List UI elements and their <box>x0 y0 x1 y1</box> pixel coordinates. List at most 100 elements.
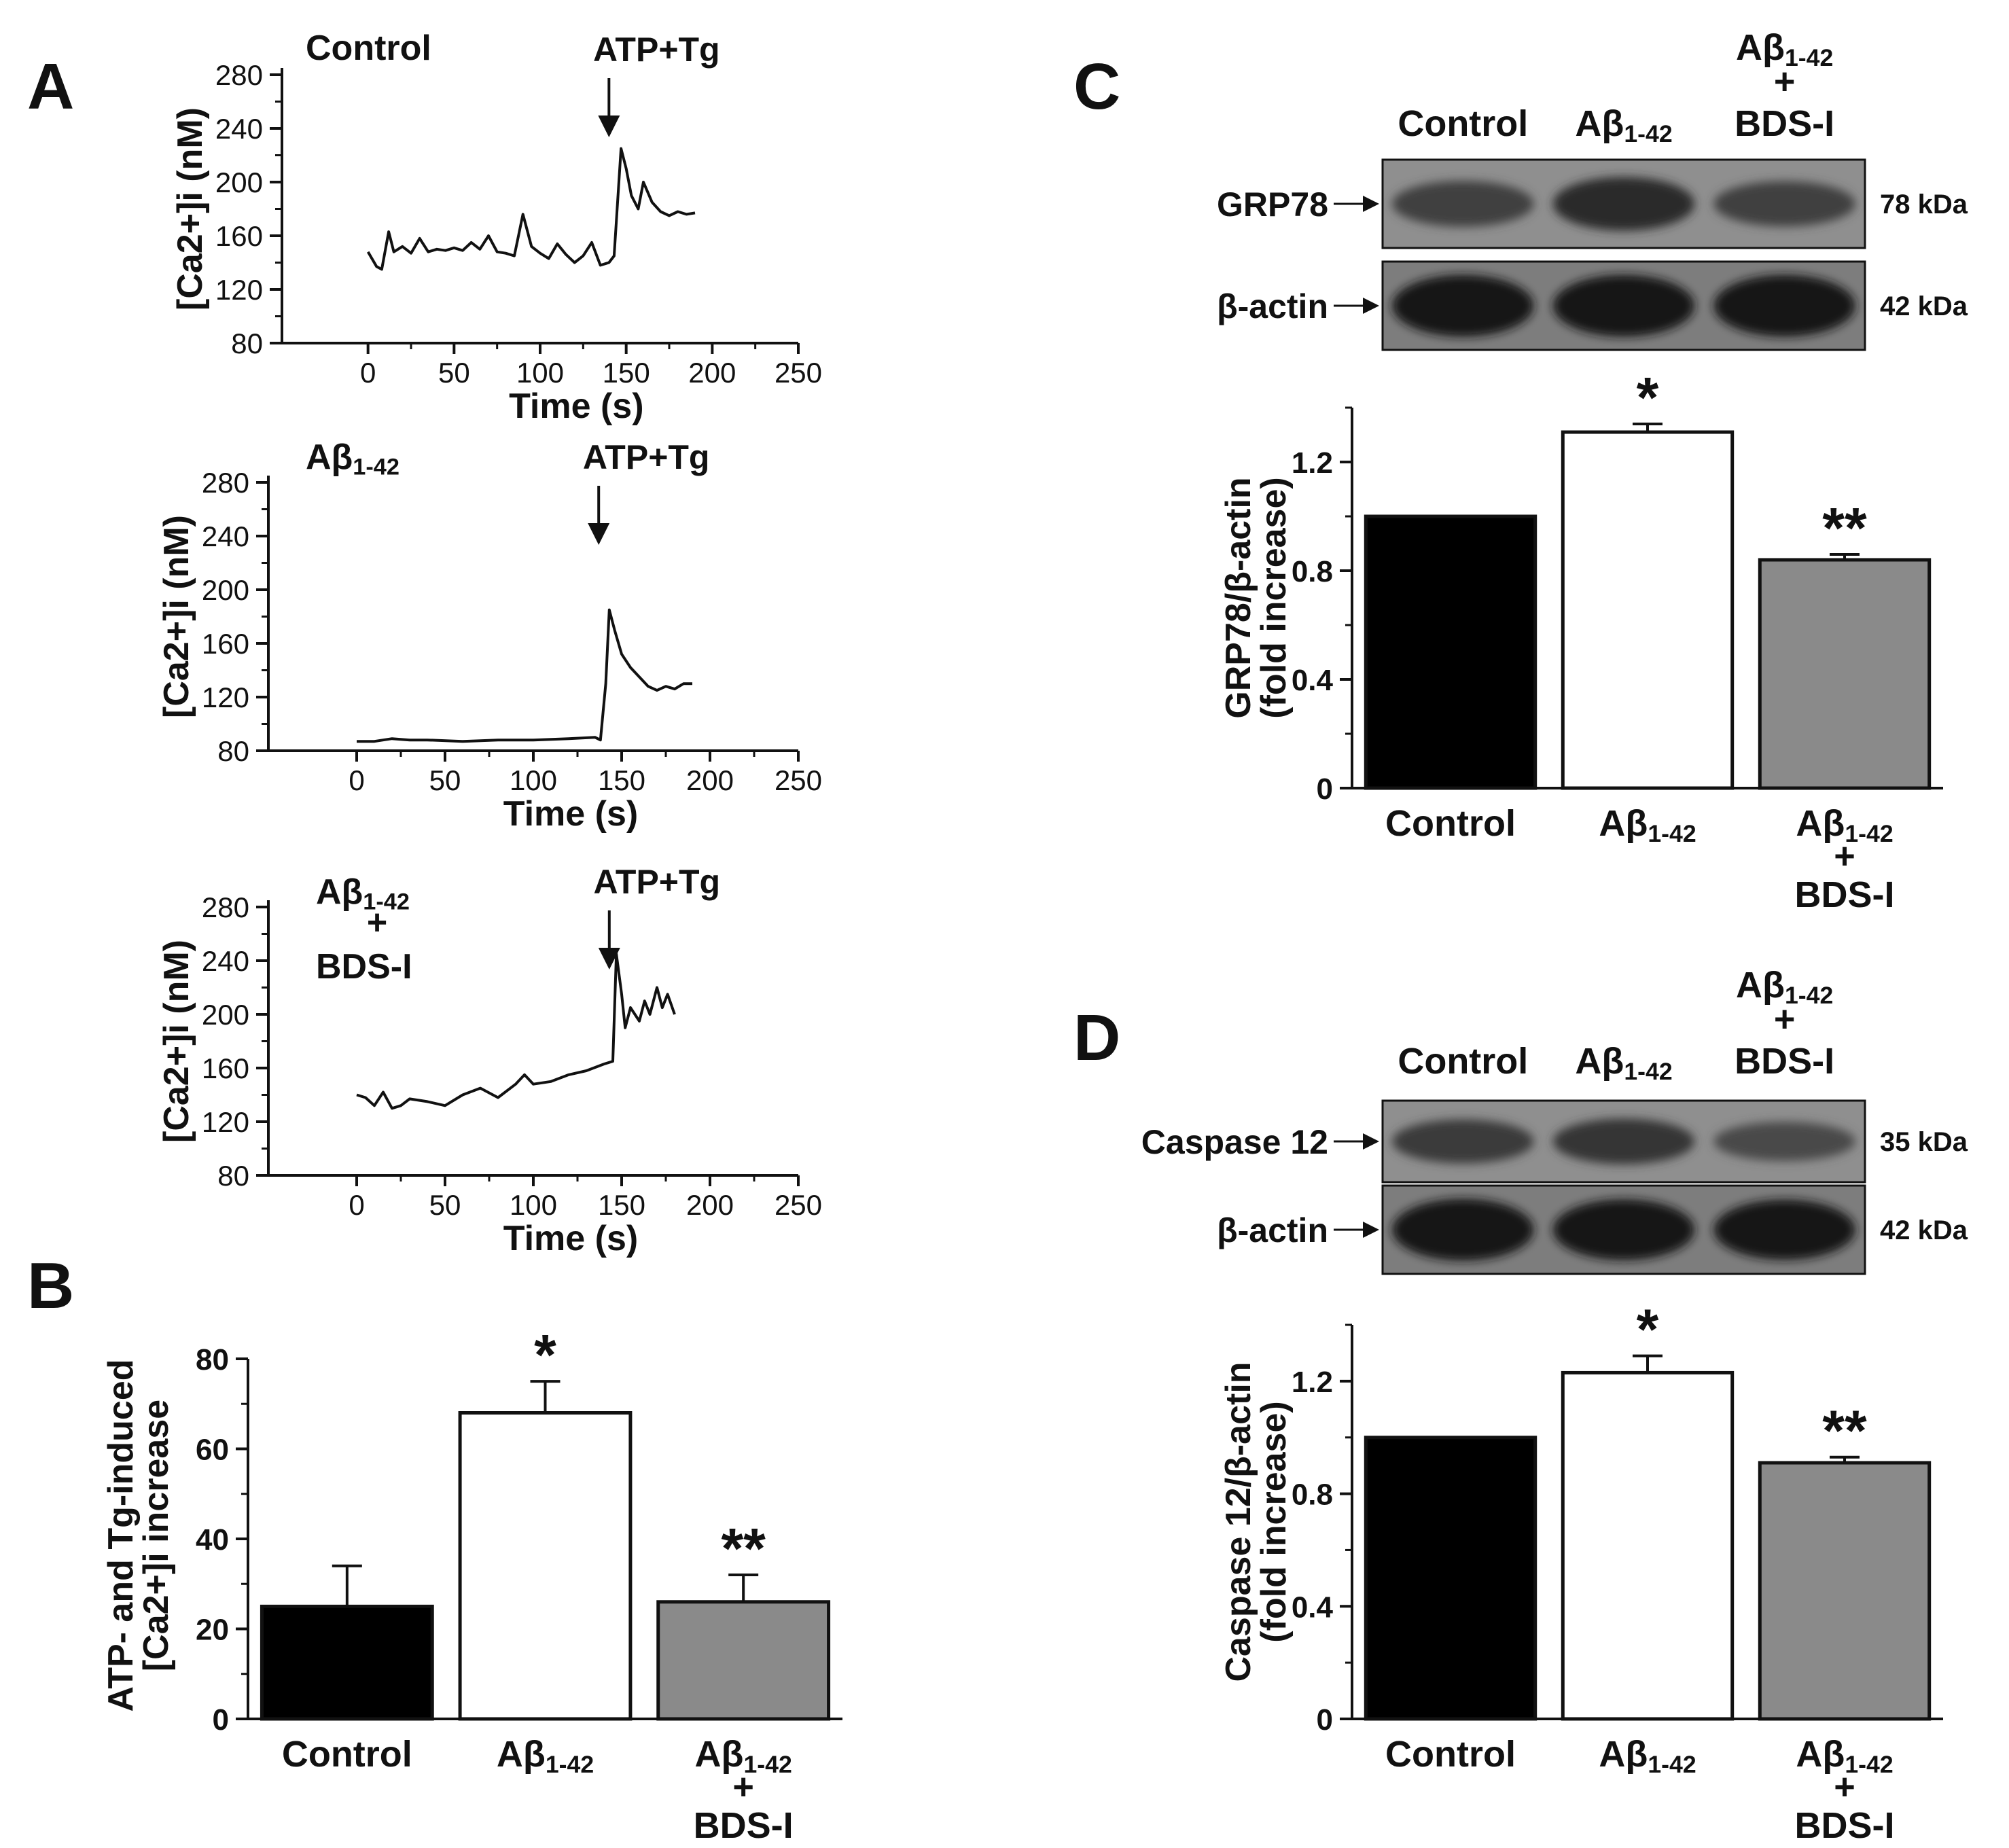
category-label-control: Control <box>1385 803 1516 844</box>
category-label-abeta-base: Aβ <box>1599 803 1648 844</box>
y-axis-label-line2: (fold increase) <box>1254 1401 1294 1642</box>
bar-2 <box>1758 1461 1932 1721</box>
lane-label-abeta-bds-abeta: Aβ1-42 <box>1736 27 1833 71</box>
lane-label-control: Control <box>1398 103 1528 144</box>
y-tick-label-120: 120 <box>202 1106 249 1138</box>
y-tick-label-60: 60 <box>196 1434 229 1467</box>
y-axis-label: ATP- and Tg-induced[Ca2+]i increase <box>101 1360 176 1712</box>
bar-0 <box>1364 1436 1537 1721</box>
blot-band-0-1 <box>1552 177 1695 231</box>
y-tick-label-280: 280 <box>202 891 249 923</box>
category-label-abeta: Aβ1-42 <box>497 1734 594 1778</box>
blot-band-1-0 <box>1392 1198 1534 1261</box>
category-label-abeta-bds-abeta-sub: 1-42 <box>743 1751 792 1778</box>
category-label-abeta-base: Aβ <box>497 1734 546 1775</box>
blot-band-0-0 <box>1392 181 1534 227</box>
calcium-trace-line <box>357 608 692 743</box>
category-label-abeta-sub: 1-42 <box>1648 820 1696 847</box>
y-tick-label-20: 20 <box>196 1614 229 1647</box>
x-tick-label-150: 150 <box>598 764 645 796</box>
y-tick-label-1.2: 1.2 <box>1292 1366 1333 1399</box>
x-tick-label-150: 150 <box>598 1189 645 1221</box>
bar-0 <box>1364 514 1537 790</box>
lane-label-abeta-sub: 1-42 <box>1624 120 1672 147</box>
y-tick-label-80: 80 <box>231 327 263 359</box>
calcium-trace-control: Control 80 120 160 200 240 280 0 50 100 150 200 250 T… <box>171 29 822 426</box>
blot-band-1-2 <box>1713 1199 1855 1260</box>
y-tick-label-240: 240 <box>202 520 249 552</box>
significance-2: ** <box>1822 496 1867 560</box>
y-tick-label-200: 200 <box>202 574 249 606</box>
condition-label-control: Control <box>306 29 431 68</box>
blot-row-label-1: β-actin <box>1217 1211 1328 1249</box>
condition-label-abeta-bds-plus: + <box>367 903 387 942</box>
y-axis-label-line1: GRP78/β-actin <box>1219 477 1258 718</box>
annotation-atp-tg: ATP+Tg <box>593 31 720 69</box>
y-tick-label-40: 40 <box>196 1523 229 1557</box>
x-tick-label-200: 200 <box>688 357 736 389</box>
x-tick-label-250: 250 <box>775 1189 822 1221</box>
category-label-abeta-bds-abeta-sub: 1-42 <box>1845 1751 1893 1778</box>
lane-label-control: Control <box>1398 1041 1528 1082</box>
calcium-trace-line <box>356 953 676 1110</box>
y-tick-label-0: 0 <box>213 1703 229 1737</box>
category-label-abeta-bds-bds: BDS-I <box>694 1805 794 1846</box>
x-tick-label-50: 50 <box>429 764 461 796</box>
x-tick-label-100: 100 <box>510 1189 557 1221</box>
panel-label-c: C <box>1073 50 1120 123</box>
lane-label-abeta-base: Aβ <box>1575 1041 1624 1082</box>
x-tick-label-50: 50 <box>438 357 470 389</box>
y-tick-label-80: 80 <box>196 1343 229 1376</box>
lane-label-abeta-base: Aβ <box>1575 103 1624 144</box>
y-tick-label-1.2: 1.2 <box>1292 446 1333 480</box>
lane-label-abeta-bds-plus: + <box>1774 999 1796 1040</box>
y-tick-label-0.4: 0.4 <box>1292 664 1334 697</box>
lane-label-abeta-sub: 1-42 <box>1624 1058 1672 1085</box>
y-axis-label: [Ca2+]i (nM) <box>171 107 210 310</box>
x-tick-label-50: 50 <box>429 1189 461 1221</box>
condition-label-abeta-sub: 1-42 <box>353 455 399 480</box>
x-axis-label: Time (s) <box>509 387 643 426</box>
significance-1: * <box>534 1323 556 1387</box>
blot-kda-1: 42 kDa <box>1880 291 1968 321</box>
y-axis-label: [Ca2+]i (nM) <box>157 940 196 1143</box>
blot-band-1-2 <box>1713 274 1855 337</box>
x-axis-label: Time (s) <box>503 794 638 834</box>
x-axis-label: Time (s) <box>503 1219 638 1258</box>
bar-chart-calcium-increase: 0 20 40 60 80 ATP- and Tg-induced[Ca2+]i incr… <box>101 1323 842 1846</box>
blot-band-1-0 <box>1392 274 1534 337</box>
y-tick-label-0: 0 <box>1317 772 1333 806</box>
y-axis-label-line1: Caspase 12/β-actin <box>1219 1362 1258 1682</box>
category-label-abeta: Aβ1-42 <box>1599 803 1696 847</box>
y-tick-label-200: 200 <box>202 999 249 1031</box>
bar-0 <box>260 1604 434 1721</box>
calcium-trace-abeta-bds: Aβ1-42+ BDS-I 80 120 160 200 240 280 0 50 100 150 20… <box>157 863 822 1258</box>
y-tick-label-200: 200 <box>215 166 263 198</box>
y-axis-label: GRP78/β-actin(fold increase) <box>1219 477 1294 718</box>
blot-band-0-0 <box>1392 1119 1534 1164</box>
condition-label-abeta-base: Aβ <box>306 438 353 477</box>
lane-label-abeta-bds-abeta: Aβ1-42 <box>1736 965 1833 1009</box>
y-tick-label-0.8: 0.8 <box>1292 555 1333 588</box>
y-tick-label-160: 160 <box>202 1052 249 1084</box>
blot-band-1-1 <box>1552 1199 1695 1260</box>
blot-band-0-1 <box>1552 1118 1695 1165</box>
y-tick-label-160: 160 <box>202 628 249 660</box>
y-tick-label-240: 240 <box>202 945 249 977</box>
lane-label-abeta-bds-bds: BDS-I <box>1735 103 1834 144</box>
lane-label-abeta: Aβ1-42 <box>1575 1041 1672 1085</box>
blot-band-1-1 <box>1552 274 1695 337</box>
y-tick-label-160: 160 <box>215 220 263 252</box>
category-label-abeta: Aβ1-42 <box>1599 1734 1696 1778</box>
condition-label-abeta-bds-abeta-base: Aβ <box>316 872 363 912</box>
x-tick-label-0: 0 <box>349 764 364 796</box>
category-label-abeta-bds-abeta: Aβ1-42 <box>695 1734 792 1778</box>
y-tick-label-280: 280 <box>202 467 249 499</box>
y-axis-label-line2: (fold increase) <box>1254 477 1294 718</box>
y-tick-label-0.8: 0.8 <box>1292 1478 1333 1512</box>
y-tick-label-0.4: 0.4 <box>1292 1591 1334 1624</box>
x-tick-label-200: 200 <box>686 1189 734 1221</box>
